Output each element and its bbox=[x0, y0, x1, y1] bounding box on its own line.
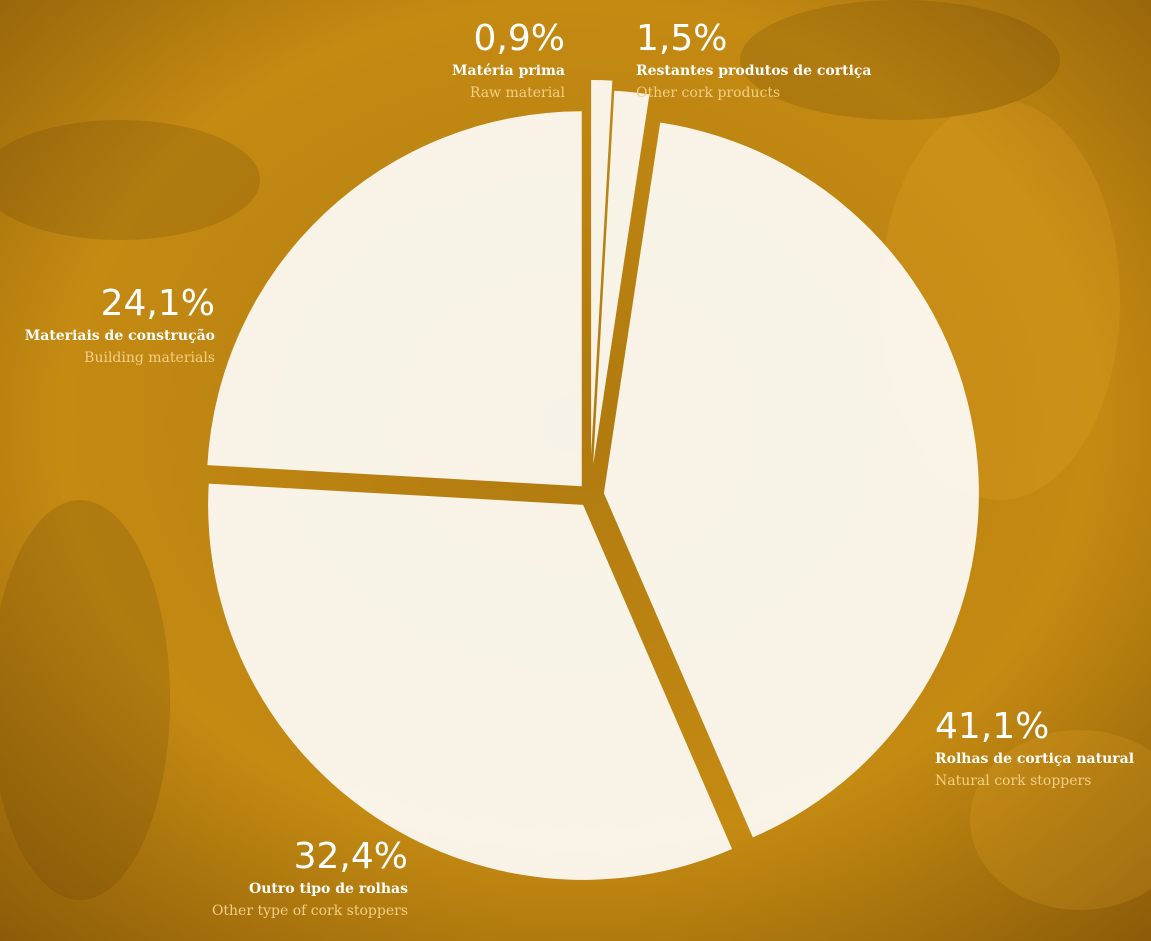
category-translation: Raw material bbox=[470, 85, 566, 101]
category-label: Restantes produtos de cortiça bbox=[636, 63, 872, 79]
category-translation: Building materials bbox=[84, 350, 215, 366]
value-label: 32,4% bbox=[294, 836, 408, 877]
value-label: 1,5% bbox=[636, 18, 727, 59]
category-label: Outro tipo de rolhas bbox=[249, 881, 408, 897]
chart: 0,9% Matéria prima Raw material 1,5% Restant… bbox=[0, 0, 1151, 941]
value-label: 24,1% bbox=[101, 283, 215, 324]
category-label: Matéria prima bbox=[452, 63, 565, 79]
value-label: 0,9% bbox=[474, 18, 565, 59]
category-translation: Other type of cork stoppers bbox=[212, 903, 408, 919]
category-label: Rolhas de cortiça natural bbox=[935, 751, 1134, 767]
category-translation: Natural cork stoppers bbox=[935, 773, 1091, 789]
value-label: 41,1% bbox=[935, 706, 1049, 747]
category-translation: Other cork products bbox=[636, 85, 780, 101]
category-label: Materiais de construção bbox=[25, 327, 215, 344]
